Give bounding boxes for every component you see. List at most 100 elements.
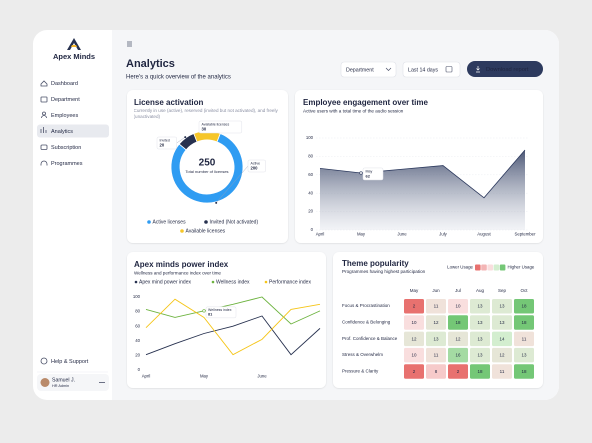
x-tick-label: June: [397, 232, 407, 237]
cell-value: 13: [433, 336, 439, 341]
y-tick-label: 20: [135, 353, 140, 358]
menu-toggle[interactable]: [127, 41, 132, 47]
filter-label: Department: [346, 67, 374, 73]
legend-label: Invited (Not activated): [210, 220, 259, 226]
cell-value: 18: [521, 304, 527, 309]
legend-dot: [204, 220, 208, 224]
column-label: Aug: [476, 288, 485, 293]
heat-cell: [470, 347, 490, 363]
y-tick-label: 80: [135, 309, 140, 314]
heat-cell: [404, 299, 424, 314]
user-role: HR Admin: [52, 384, 69, 388]
cell-value: 2: [413, 304, 416, 309]
department-filter[interactable]: [340, 61, 397, 78]
nav-active: [37, 124, 109, 138]
nav-item[interactable]: Programmes: [51, 161, 83, 167]
callout-box: [156, 136, 177, 150]
callout-label: Active: [251, 162, 261, 166]
series-line: [145, 296, 321, 325]
legend-dot: [264, 280, 268, 284]
column-label: Oct: [520, 288, 528, 293]
heat-cell: [448, 299, 468, 314]
heat-cell: [426, 315, 446, 330]
y-tick-label: 60: [135, 323, 140, 328]
heat-cell: [448, 315, 468, 330]
area: [320, 149, 525, 230]
filter-label: Last 14 days: [408, 67, 438, 73]
legend-label: Lower Usage: [447, 265, 473, 270]
cell-value: 13: [477, 320, 483, 325]
callout-label: Invited: [160, 139, 170, 143]
logo-mark: [67, 38, 81, 50]
nav-item[interactable]: Department: [51, 97, 80, 103]
heat-cell: [404, 364, 424, 379]
x-tick-label: June: [257, 374, 267, 379]
avatar: [40, 378, 50, 387]
cell-value: 12: [433, 320, 439, 325]
area-line: [319, 149, 526, 199]
cell-value: 10: [411, 320, 417, 325]
cell-value: 13: [477, 304, 483, 309]
column-label: Jun: [432, 288, 440, 293]
heat-cell: [404, 331, 424, 347]
legend-dot: [134, 280, 138, 284]
nav-item[interactable]: Subscription: [51, 145, 81, 151]
callout-value: 20: [160, 143, 165, 148]
heat-cell: [470, 364, 490, 379]
nav-item[interactable]: Employees: [51, 113, 78, 119]
card-title: License activation: [134, 98, 203, 107]
heat-cell: [448, 331, 468, 347]
cell-value: 11: [434, 353, 439, 358]
legend-dot: [147, 220, 151, 224]
tooltip-label: May: [366, 170, 373, 174]
x-tick-label: April: [316, 232, 325, 237]
user-card[interactable]: [37, 374, 109, 391]
callout-box: [198, 120, 243, 134]
heat-cell: [514, 299, 534, 314]
donut-total: 250: [199, 158, 216, 169]
card-subtitle: Programmes having highest participation: [342, 269, 426, 274]
y-tick-label: 100: [306, 135, 314, 140]
heat-cell: [448, 347, 468, 363]
x-tick-label: August: [477, 232, 491, 237]
heat-cell: [448, 364, 468, 379]
legend-label: Higher Usage: [508, 265, 535, 270]
brand: Apex Minds: [53, 52, 95, 61]
heat-cell: [492, 315, 512, 330]
cell-value: 13: [521, 353, 527, 358]
heat-cell: [404, 315, 424, 330]
cell-value: 2: [457, 369, 460, 374]
help-link[interactable]: Help & Support: [51, 359, 89, 365]
cell-value: 18: [521, 369, 527, 374]
heat-cell: [492, 364, 512, 379]
donut-segment: [170, 133, 244, 204]
callout-leader: [216, 165, 249, 203]
legend-label: Apex mind power index: [139, 280, 191, 286]
nav-item[interactable]: Dashboard: [51, 81, 78, 87]
calendar-icon: [445, 66, 453, 73]
user-name: Samuel J.: [52, 377, 75, 383]
legend-dot: [180, 229, 184, 233]
y-tick-label: 0: [138, 367, 141, 372]
page-title: Analytics: [126, 58, 175, 70]
cell-value: 2: [413, 369, 416, 374]
y-tick-label: 40: [308, 190, 313, 195]
page-subtitle: Here's a quick overview of the analytics: [126, 75, 231, 81]
card-subtitle: Active users with a total time of the au…: [303, 109, 404, 114]
date-filter[interactable]: [402, 61, 461, 78]
card-subtitle-box: Currently in use (active), reserved (inv…: [134, 108, 278, 119]
heat-cell: [514, 347, 534, 363]
callout-value: 30: [202, 127, 207, 132]
download-button[interactable]: [467, 61, 543, 77]
callout-dot: [184, 136, 187, 139]
cell-value: 12: [455, 336, 461, 341]
cell-value: 14: [499, 336, 505, 341]
callout-box: [247, 159, 266, 173]
heat-cell: [426, 364, 446, 379]
nav-item[interactable]: Analytics: [51, 129, 73, 135]
y-tick-label: 100: [133, 294, 141, 299]
y-tick-label: 0: [311, 227, 314, 232]
legend-swatch: [475, 264, 481, 271]
tooltip: [205, 306, 237, 319]
